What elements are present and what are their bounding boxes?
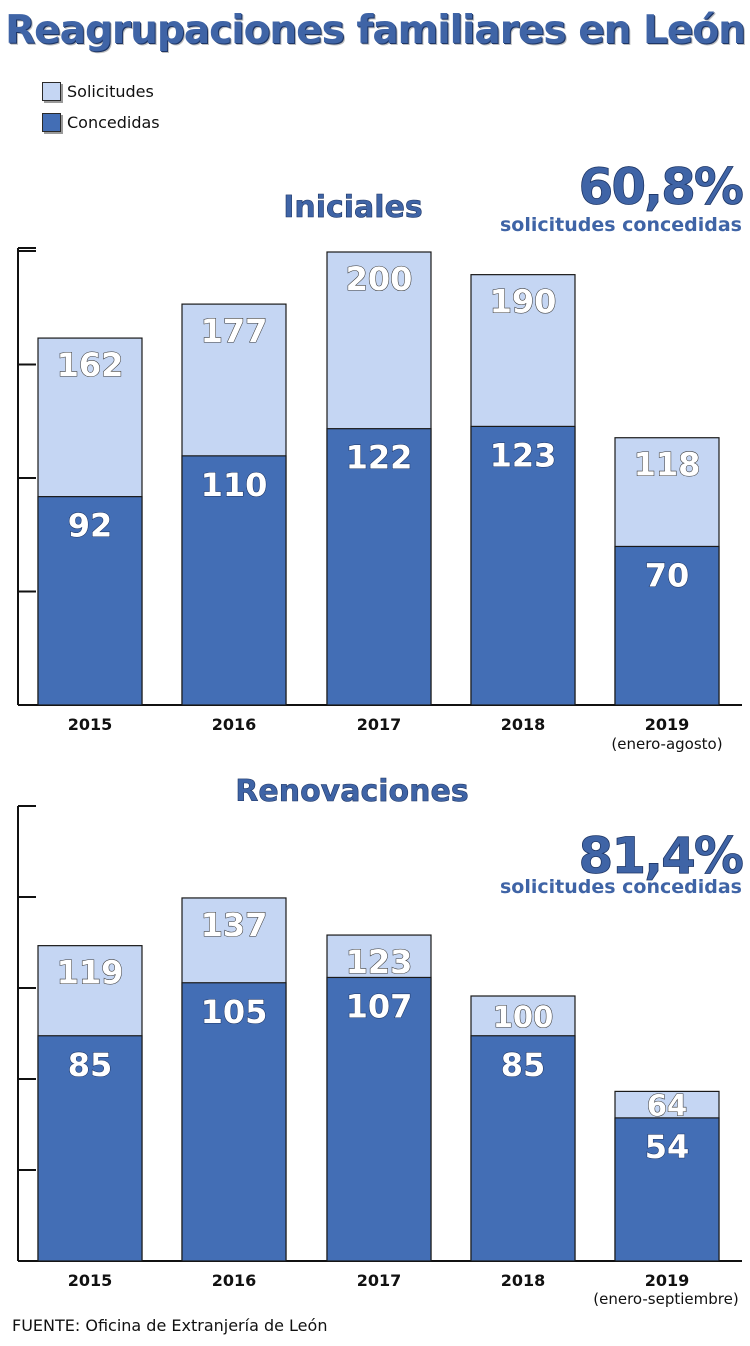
- bar-concedidas: [326, 976, 432, 1262]
- data-label-solicitudes: 190: [490, 283, 557, 321]
- data-label-concedidas: 85: [501, 1046, 546, 1084]
- data-label-solicitudes: 200: [346, 260, 413, 298]
- x-tick-label: 2018: [501, 1271, 546, 1290]
- data-label-solicitudes: 64: [647, 1089, 687, 1123]
- legend-label-concedidas: Concedidas: [67, 113, 160, 132]
- chart-title: Iniciales: [283, 190, 423, 225]
- highlight-percentage: 81,4%: [579, 827, 743, 885]
- data-label-concedidas: 123: [490, 436, 557, 474]
- highlight-percentage: 60,8%: [579, 158, 743, 216]
- data-label-concedidas: 85: [68, 1046, 113, 1084]
- source-note: FUENTE: Oficina de Extranjería de León: [12, 1316, 328, 1335]
- highlight-caption: solicitudes concedidas: [500, 876, 742, 898]
- data-label-solicitudes: 100: [493, 1000, 554, 1034]
- x-tick-label: 2015: [68, 715, 113, 734]
- chart-0: Iniciales 60,8%solicitudes concedidas 162 9…: [17, 158, 745, 753]
- highlight-caption: solicitudes concedidas: [500, 214, 742, 236]
- bar-concedidas: [181, 455, 287, 706]
- data-label-concedidas: 105: [201, 993, 268, 1031]
- x-tick-label: 2017: [357, 715, 402, 734]
- main-title: Reagrupaciones familiares en León: [5, 8, 746, 53]
- legend-item-concedidas: Concedidas: [42, 107, 160, 138]
- data-label-solicitudes: 177: [201, 312, 268, 350]
- legend-label-solicitudes: Solicitudes: [67, 82, 154, 101]
- x-tick-note: (enero-agosto): [611, 735, 722, 753]
- bar-concedidas: [37, 1035, 143, 1262]
- data-label-concedidas: 107: [346, 987, 413, 1025]
- x-tick-label: 2015: [68, 1271, 113, 1290]
- bar-concedidas: [470, 1035, 576, 1262]
- x-tick-note: (enero-septiembre): [593, 1290, 738, 1308]
- x-tick-label: 2016: [212, 1271, 257, 1290]
- bar-concedidas: [326, 428, 432, 706]
- bar-concedidas: [614, 545, 720, 706]
- data-label-concedidas: 70: [645, 556, 690, 594]
- legend: Solicitudes Concedidas: [42, 76, 160, 138]
- x-tick-label: 2018: [501, 715, 546, 734]
- data-label-solicitudes: 119: [57, 954, 124, 992]
- x-tick-label: 2017: [357, 1271, 402, 1290]
- legend-item-solicitudes: Solicitudes: [42, 76, 160, 107]
- data-label-solicitudes: 162: [57, 346, 124, 384]
- data-label-solicitudes: 123: [346, 943, 413, 981]
- bar-concedidas: [37, 496, 143, 706]
- legend-swatch-solicitudes: [42, 82, 61, 101]
- data-label-concedidas: 122: [346, 439, 413, 477]
- bar-concedidas: [470, 425, 576, 706]
- chart-title: Renovaciones: [235, 774, 468, 809]
- data-label-concedidas: 92: [68, 507, 113, 545]
- legend-swatch-concedidas: [42, 113, 61, 132]
- x-tick-label: 2019: [645, 715, 690, 734]
- data-label-solicitudes: 118: [634, 446, 701, 484]
- bar-concedidas: [614, 1117, 720, 1262]
- bar-concedidas: [181, 982, 287, 1262]
- chart-1: Renovaciones 81,4%solicitudes concedidas 1…: [17, 774, 745, 1308]
- data-label-concedidas: 110: [201, 466, 268, 504]
- data-label-concedidas: 54: [645, 1128, 690, 1166]
- x-tick-label: 2016: [212, 715, 257, 734]
- data-label-solicitudes: 137: [201, 906, 268, 944]
- x-tick-label: 2019: [645, 1271, 690, 1290]
